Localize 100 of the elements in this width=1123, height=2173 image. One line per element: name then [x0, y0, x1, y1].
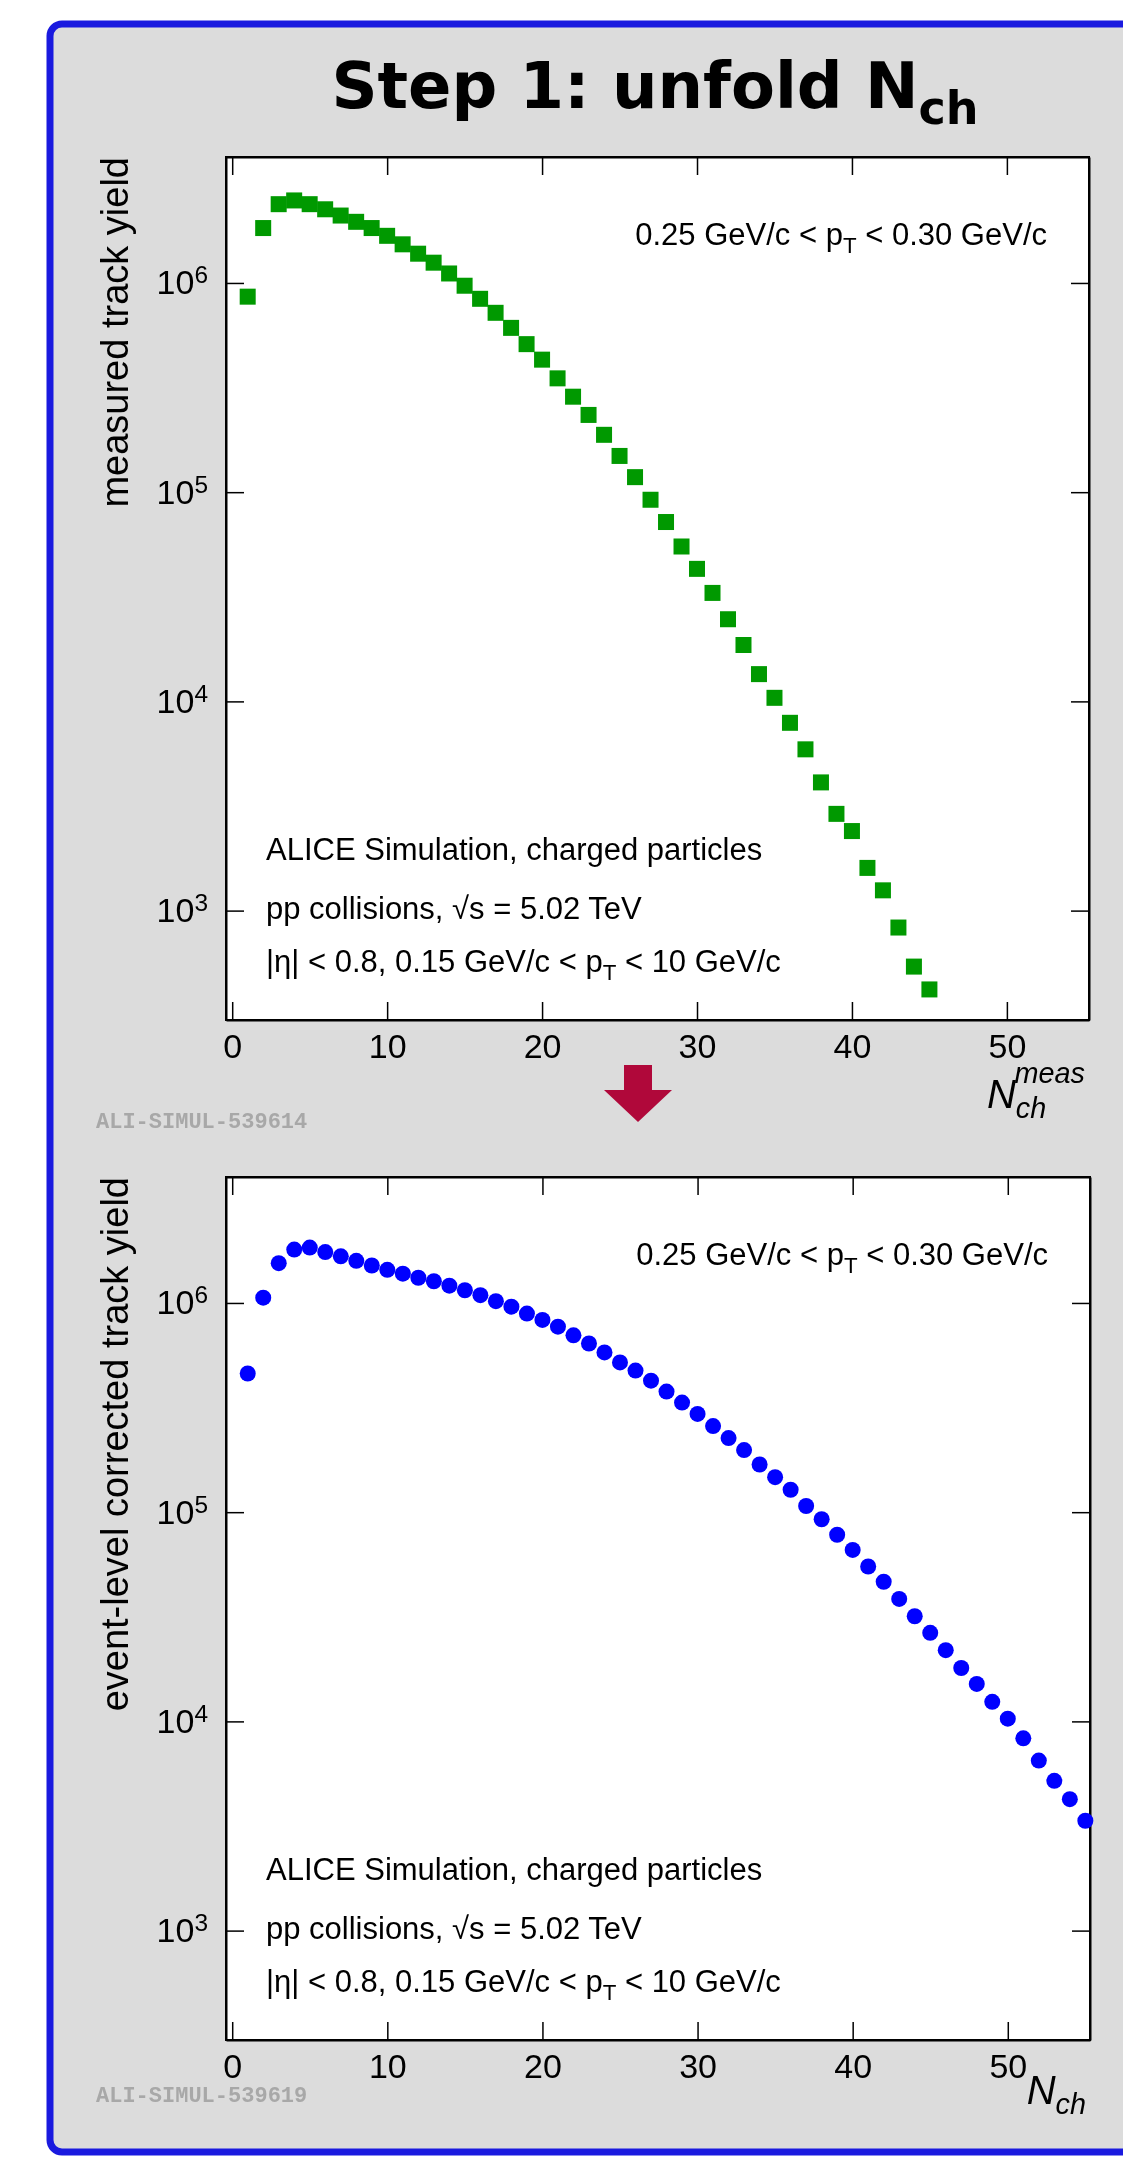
point [905, 958, 922, 975]
x-tick-label: 0 [223, 2047, 243, 2086]
point [1077, 1812, 1094, 1829]
point [379, 1261, 396, 1278]
point [425, 1273, 442, 1290]
point [549, 370, 566, 387]
point [813, 1511, 830, 1528]
point [472, 290, 489, 307]
x-tick-label: 20 [523, 1027, 562, 1066]
point [348, 213, 365, 230]
point [425, 254, 442, 271]
annotation: ALICE Simulation, charged particles [266, 1852, 763, 1887]
point [332, 1248, 349, 1265]
point [270, 196, 287, 213]
x-tick-label: 30 [679, 2047, 717, 2086]
point [812, 774, 829, 791]
point [984, 1693, 1001, 1710]
point [736, 1442, 753, 1459]
point [798, 1498, 815, 1515]
point [1061, 1791, 1078, 1808]
point [394, 236, 411, 253]
y-tick-label: 10$^{4}$ [156, 679, 208, 720]
annotation: |η| < 0.8, 0.15 GeV/c < p$_{T}$ < 10 GeV/c [266, 944, 781, 985]
x-tick-label: 0 [223, 1027, 243, 1066]
point [503, 319, 520, 336]
point [332, 207, 349, 224]
point [255, 1289, 272, 1306]
point [441, 1277, 458, 1294]
point [937, 1642, 954, 1659]
point [534, 351, 551, 368]
point [379, 227, 396, 244]
point [766, 689, 783, 706]
point [1030, 1752, 1047, 1769]
point [704, 584, 721, 601]
y-tick-label: 10$^{6}$ [156, 1281, 208, 1322]
point [922, 1624, 939, 1641]
y-tick-label: 10$^{3}$ [156, 1909, 208, 1949]
point [689, 560, 706, 577]
point [394, 1265, 411, 1282]
point [518, 336, 535, 353]
point [720, 1430, 737, 1447]
point [767, 1469, 784, 1486]
point [580, 406, 597, 423]
point [441, 265, 458, 282]
y-axis-title: event-level corrected track yield [94, 1177, 136, 1712]
point [689, 1405, 706, 1422]
point [317, 1244, 334, 1261]
y-tick-label: 10$^{6}$ [156, 261, 208, 302]
point [735, 637, 752, 653]
point [643, 1372, 660, 1389]
point [580, 1335, 597, 1352]
point [487, 1293, 504, 1310]
y-tick-label: 10$^{5}$ [156, 470, 208, 511]
point [829, 1526, 846, 1543]
annotation: pp collisions, √s = 5.02 TeV [266, 891, 643, 926]
point [456, 277, 473, 294]
x-tick-label: 10 [368, 1027, 407, 1066]
annotation: pp collisions, √s = 5.02 TeV [266, 1911, 643, 1946]
point [859, 859, 876, 876]
point [658, 514, 675, 531]
point [518, 1305, 535, 1322]
point [596, 426, 613, 443]
annotation: 0.25 GeV/c < p$_{T}$ < 0.30 GeV/c [635, 217, 1047, 258]
point [565, 1327, 582, 1344]
point [286, 1241, 303, 1258]
point [611, 447, 628, 464]
point [348, 1252, 365, 1269]
point [705, 1418, 722, 1435]
point [673, 538, 690, 555]
point [906, 1608, 923, 1625]
point [627, 469, 644, 486]
point [286, 192, 303, 209]
point [797, 741, 814, 758]
y-tick-label: 10$^{5}$ [156, 1490, 208, 1531]
point [874, 882, 891, 899]
point [549, 1318, 566, 1335]
point [751, 1456, 768, 1473]
point [410, 1269, 427, 1286]
point [301, 196, 318, 213]
point [843, 823, 860, 840]
point [363, 1257, 380, 1274]
point [968, 1675, 985, 1692]
point [1015, 1730, 1032, 1747]
annotation: |η| < 0.8, 0.15 GeV/c < p$_{T}$ < 10 GeV/c [266, 1964, 781, 2005]
point [750, 666, 767, 683]
point [781, 714, 798, 731]
point [953, 1659, 970, 1676]
point [410, 245, 427, 262]
x-tick-label: 10 [368, 2047, 407, 2086]
point [270, 1255, 287, 1272]
annotation: 0.25 GeV/c < p$_{T}$ < 0.30 GeV/c [636, 1237, 1048, 1278]
y-axis-title: measured track yield [94, 157, 136, 508]
point [891, 1590, 908, 1607]
point [317, 201, 334, 218]
x-tick-label: 40 [833, 1027, 872, 1066]
point [999, 1710, 1016, 1727]
x-tick-label: 40 [834, 2047, 873, 2086]
point [720, 611, 736, 628]
x-tick-label: 50 [989, 2047, 1028, 2086]
point [487, 304, 504, 321]
